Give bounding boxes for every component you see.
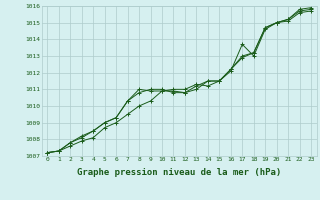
X-axis label: Graphe pression niveau de la mer (hPa): Graphe pression niveau de la mer (hPa)	[77, 168, 281, 177]
